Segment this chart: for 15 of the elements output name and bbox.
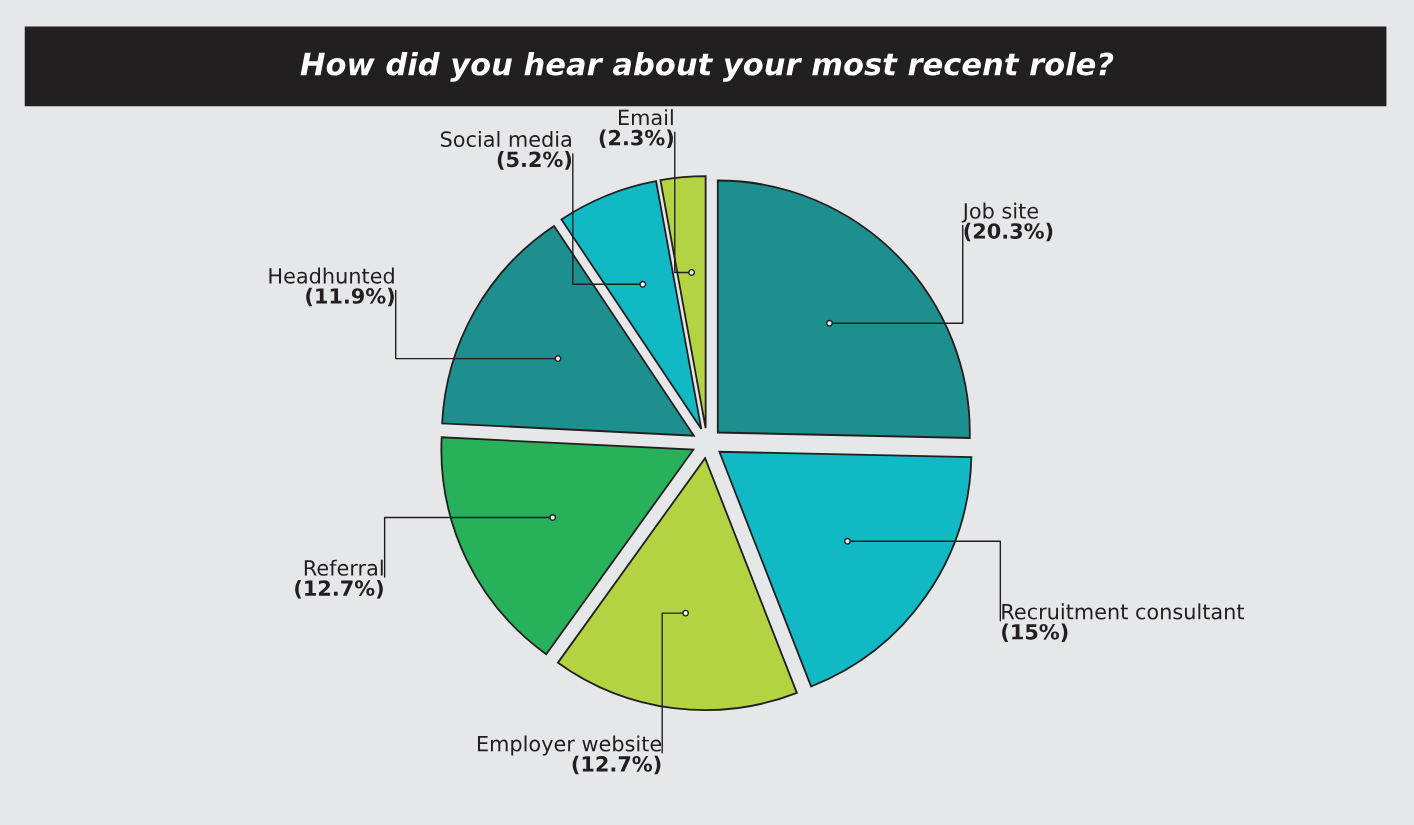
data-label: (11.9%)	[306, 287, 394, 307]
data-label: (12.7%)	[295, 579, 383, 599]
slice-label: Referral	[304, 559, 383, 576]
data-label: (20.3%)	[964, 222, 1053, 242]
slice-label: Employer website	[477, 735, 662, 756]
slice-label: Headhunted	[269, 267, 394, 284]
data-label: (5.2%)	[497, 151, 572, 170]
slice-label: Email	[619, 109, 673, 126]
slice-label: Recruitment consultant	[1002, 603, 1245, 620]
chart-title: How did you hear about your most recent role?	[300, 51, 1114, 82]
slice-label: Social media	[440, 130, 571, 148]
data-label: (12.7%)	[572, 755, 661, 775]
data-label: (15%)	[1002, 623, 1068, 643]
data-label: (2.3%)	[599, 129, 673, 148]
slice-label: Job site	[961, 202, 1038, 223]
